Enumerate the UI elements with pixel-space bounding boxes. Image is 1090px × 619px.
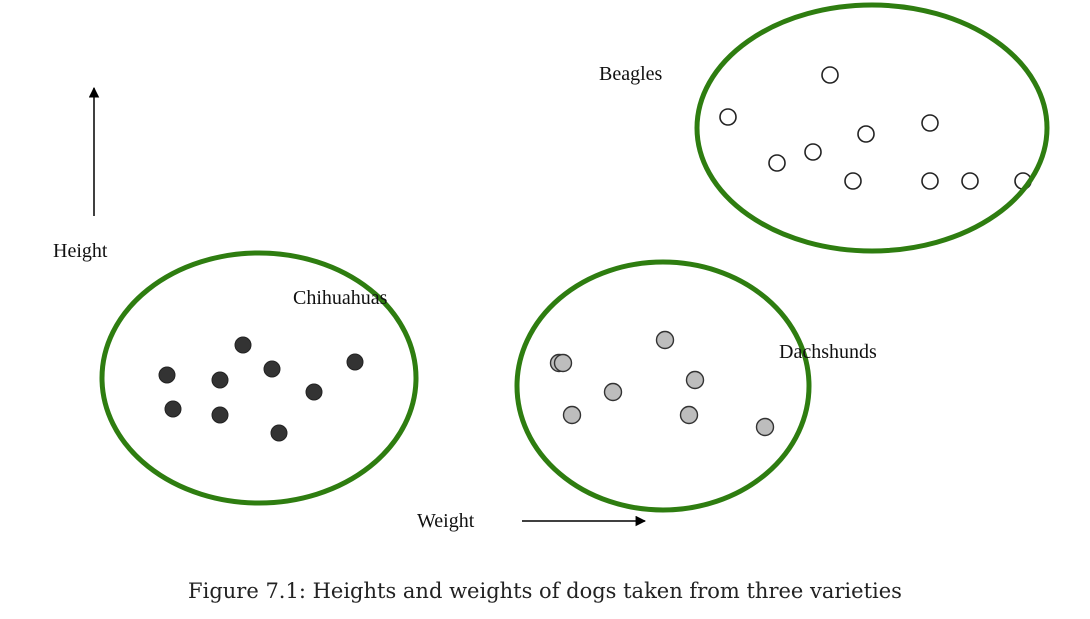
dachshund-point	[755, 417, 775, 437]
dachshund-point	[679, 405, 699, 425]
dachshunds-points	[549, 330, 775, 437]
dachshund-point	[603, 382, 623, 402]
chihuahua-point	[211, 371, 229, 389]
beagle-point	[921, 114, 939, 132]
dachshunds-outline	[514, 259, 812, 513]
beagles-outline	[694, 2, 1050, 254]
chihuahua-point	[234, 336, 252, 354]
dachshund-point	[685, 370, 705, 390]
weight-axis-label: Weight	[417, 510, 475, 532]
beagle-point	[857, 125, 875, 143]
chihuahua-point	[158, 366, 176, 384]
chihuahua-point	[270, 424, 288, 442]
beagles-points	[719, 66, 1032, 190]
dachshund-point	[553, 353, 573, 373]
chihuahuas-label: Chihuahuas	[293, 287, 388, 309]
chihuahuas-outline	[99, 250, 419, 506]
beagle-point	[961, 172, 979, 190]
beagle-point	[804, 143, 822, 161]
beagle-point	[768, 154, 786, 172]
beagle-point	[844, 172, 862, 190]
chihuahua-point	[263, 360, 281, 378]
chihuahua-point	[211, 406, 229, 424]
beagles-label: Beagles	[599, 63, 663, 85]
chihuahua-point	[164, 400, 182, 418]
beagles-cluster: Beagles	[599, 2, 1050, 254]
chihuahuas-points	[158, 336, 364, 442]
height-axis-label: Height	[53, 240, 108, 262]
chihuahuas-cluster: Chihuahuas	[99, 250, 419, 506]
dachshunds-cluster: Dachshunds	[514, 259, 877, 513]
dachshund-point	[562, 405, 582, 425]
beagle-point	[821, 66, 839, 84]
beagle-point	[921, 172, 939, 190]
chihuahua-point	[346, 353, 364, 371]
chihuahua-point	[305, 383, 323, 401]
dachshunds-label: Dachshunds	[779, 341, 877, 363]
beagle-point	[719, 108, 737, 126]
dachshund-point	[655, 330, 675, 350]
figure-caption: Figure 7.1: Heights and weights of dogs …	[188, 579, 902, 603]
